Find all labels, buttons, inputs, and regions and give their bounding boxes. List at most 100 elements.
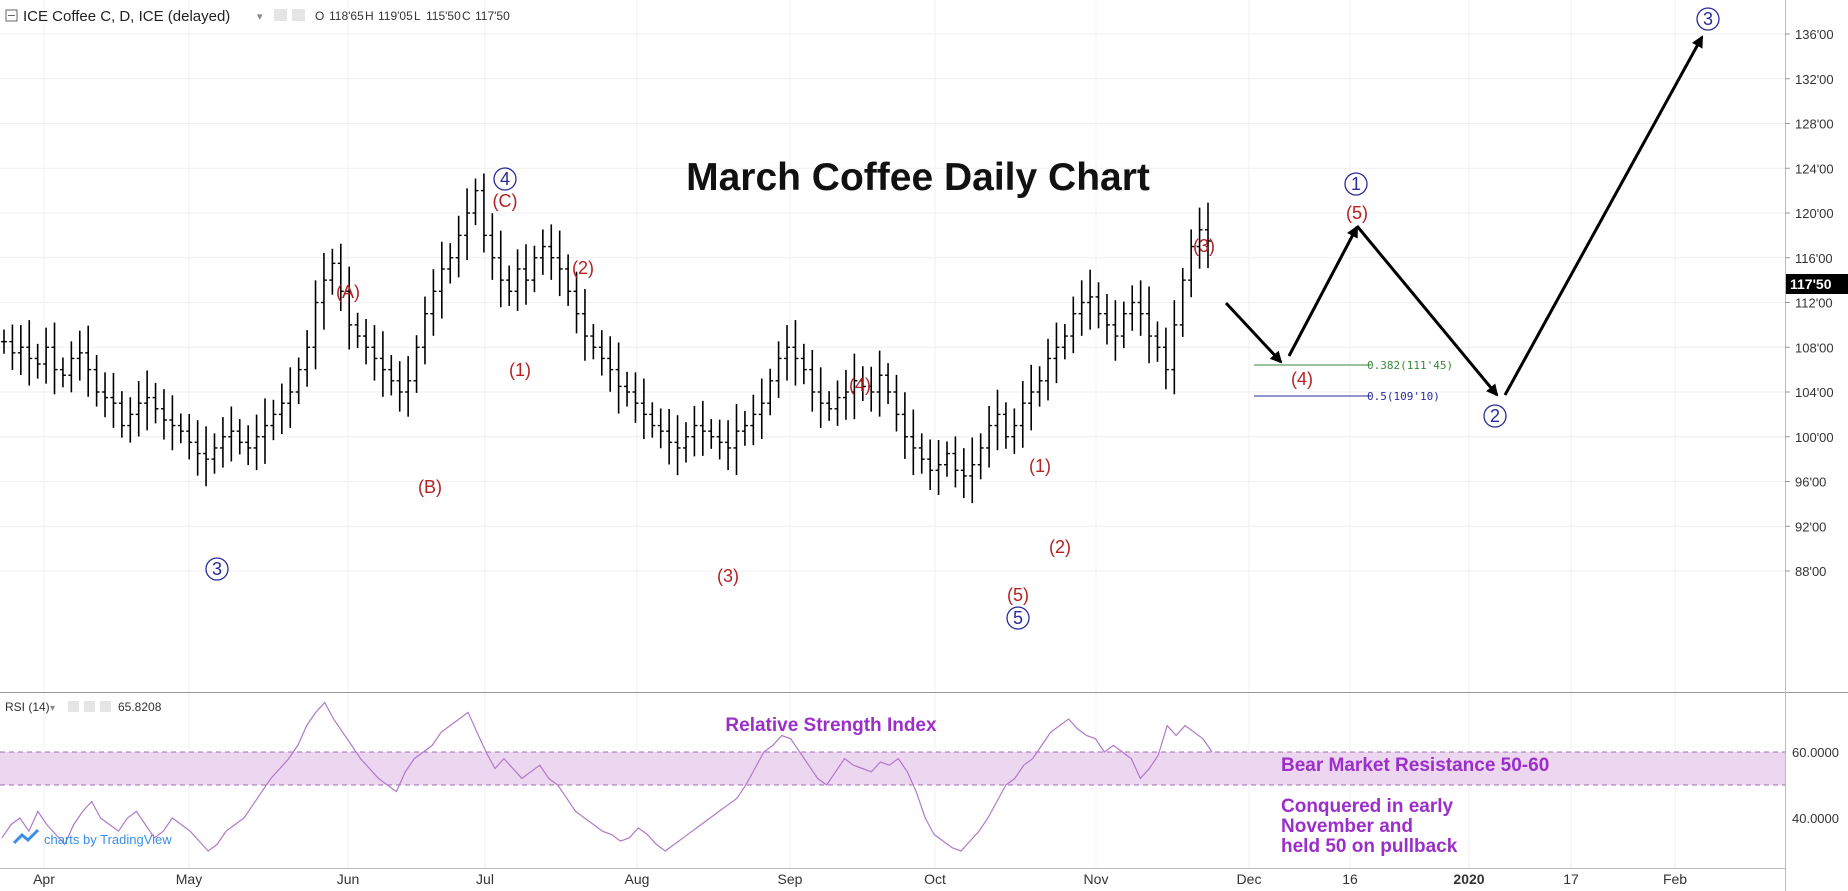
ohlc-bar bbox=[152, 382, 159, 424]
ohlc-open-label: O bbox=[315, 9, 324, 23]
ohlc-bar bbox=[1019, 381, 1026, 448]
ohlc-bar bbox=[1162, 327, 1169, 390]
ohlc-bar bbox=[51, 322, 58, 395]
ohlc-bar bbox=[775, 341, 782, 398]
collapse-icon[interactable] bbox=[5, 9, 18, 22]
ohlc-bar bbox=[1205, 202, 1211, 269]
ohlc-bar bbox=[118, 391, 125, 438]
ohlc-bar bbox=[994, 389, 1001, 451]
ohlc-bar bbox=[969, 437, 976, 504]
ohlc-bar bbox=[388, 355, 395, 396]
ohlc-bar bbox=[346, 266, 353, 350]
ohlc-bar bbox=[834, 380, 841, 426]
ohlc-bar bbox=[304, 330, 311, 387]
ohlc-bar bbox=[455, 215, 462, 278]
rsi-eye-icon[interactable] bbox=[68, 701, 79, 712]
rsi-dropdown-icon[interactable]: ▾ bbox=[50, 703, 55, 714]
last-price-tag bbox=[1786, 274, 1848, 294]
ohlc-bar bbox=[135, 381, 142, 437]
ohlc-bar bbox=[531, 245, 538, 293]
price-tick-label: 92'00 bbox=[1795, 519, 1826, 534]
date-tick-label: May bbox=[176, 871, 202, 887]
ohlc-bar bbox=[76, 330, 83, 381]
ohlc-bar bbox=[708, 419, 715, 449]
price-tick-label: 116'00 bbox=[1795, 251, 1833, 266]
wave-label-2: (2) bbox=[572, 258, 594, 278]
ohlc-bar bbox=[9, 324, 16, 370]
ohlc-bar bbox=[590, 323, 597, 360]
circled-wave-4-text: 4 bbox=[500, 169, 510, 189]
symbol-title[interactable]: ICE Coffee C, D, ICE (delayed) bbox=[23, 8, 230, 25]
rsi-axis[interactable]: 60.0000 40.0000 bbox=[1792, 745, 1839, 826]
fib-0382-label: 0.382(111'45) bbox=[1367, 359, 1453, 372]
circled-wave-3-low-text: 3 bbox=[212, 559, 222, 579]
ohlc-bar bbox=[1129, 285, 1136, 331]
symbol-dropdown-icon[interactable]: ▾ bbox=[257, 11, 263, 23]
ohlc-bar bbox=[657, 408, 664, 449]
main-pane[interactable] bbox=[0, 0, 1785, 693]
ohlc-close-label: C bbox=[462, 9, 471, 23]
ohlc-bar bbox=[1179, 268, 1186, 337]
wave-label-B: (B) bbox=[418, 477, 442, 497]
ohlc-bar bbox=[464, 188, 471, 261]
wave-label-A: (A) bbox=[336, 282, 360, 302]
ohlc-bar bbox=[885, 363, 892, 405]
ohlc-bar bbox=[438, 241, 445, 319]
ohlc-bar bbox=[859, 366, 866, 402]
rsi-title: Relative Strength Index bbox=[725, 715, 937, 736]
ohlc-bar bbox=[329, 248, 336, 295]
date-tick-label: Nov bbox=[1084, 871, 1109, 887]
rsi-settings-icon[interactable] bbox=[84, 701, 95, 712]
projection-arrow-4[interactable] bbox=[1503, 35, 1704, 396]
ohlc-bars bbox=[1, 173, 1211, 504]
price-tick-label: 108'00 bbox=[1795, 340, 1834, 355]
ohlc-bar bbox=[986, 405, 993, 468]
ohlc-bar bbox=[1, 329, 7, 354]
settings-icon[interactable] bbox=[292, 9, 305, 21]
ohlc-bar bbox=[1087, 269, 1094, 330]
ohlc-bar bbox=[817, 367, 824, 428]
ohlc-bar bbox=[960, 448, 967, 499]
projection-arrow-2[interactable] bbox=[1287, 225, 1359, 357]
ohlc-bar bbox=[876, 350, 883, 417]
tradingview-watermark[interactable]: charts by TradingView bbox=[12, 828, 172, 847]
price-axis[interactable]: 136'00 132'00 128'00 124'00 120'00 116'00 112'… bbox=[1785, 27, 1834, 579]
fib-05-label: 0.5(109'10) bbox=[1367, 390, 1440, 403]
ohlc-low-value: 115'50 bbox=[426, 9, 461, 23]
ohlc-bar bbox=[110, 372, 117, 428]
wave-label-sub-1: (1) bbox=[1029, 456, 1051, 476]
rsi-close-icon[interactable] bbox=[100, 701, 111, 712]
ohlc-bar bbox=[977, 433, 984, 480]
time-axis[interactable]: Apr May Jun Jul Aug Sep Oct Nov Dec 16 2020 17 Feb bbox=[33, 871, 1687, 887]
ohlc-bar bbox=[169, 395, 176, 451]
ohlc-bar bbox=[270, 399, 277, 441]
ohlc-bar bbox=[1028, 364, 1035, 431]
ohlc-bar bbox=[809, 349, 816, 412]
ohlc-bar bbox=[1196, 207, 1203, 269]
price-tick-label: 124'00 bbox=[1795, 161, 1834, 176]
ohlc-bar bbox=[826, 391, 833, 421]
ohlc-bar bbox=[624, 371, 631, 407]
ohlc-bar bbox=[236, 419, 243, 455]
projection-arrow-1[interactable] bbox=[1224, 301, 1283, 364]
ohlc-bar bbox=[43, 327, 50, 384]
ohlc-bar bbox=[396, 361, 403, 412]
wave-label-1: (1) bbox=[509, 360, 531, 380]
date-tick-label: Jun bbox=[337, 871, 360, 887]
eye-icon[interactable] bbox=[274, 9, 287, 21]
chart-title: March Coffee Daily Chart bbox=[686, 156, 1150, 199]
projection-arrow-3[interactable] bbox=[1355, 225, 1499, 397]
price-tick-label: 120'00 bbox=[1795, 206, 1834, 221]
ohlc-bar bbox=[413, 335, 420, 393]
date-tick-label: 2020 bbox=[1453, 871, 1484, 887]
ohlc-bar bbox=[1061, 323, 1068, 360]
circled-wave-3-high-text: 3 bbox=[1703, 9, 1713, 29]
ohlc-bar bbox=[548, 224, 555, 280]
ohlc-bar bbox=[497, 230, 504, 308]
wave-label-proj-5: (5) bbox=[1346, 203, 1368, 223]
date-tick-label: Oct bbox=[924, 871, 946, 887]
rsi-annotation-line-3: held 50 on pullback bbox=[1281, 836, 1458, 857]
ohlc-bar bbox=[186, 414, 193, 460]
rsi-label[interactable]: RSI (14) bbox=[5, 700, 50, 714]
